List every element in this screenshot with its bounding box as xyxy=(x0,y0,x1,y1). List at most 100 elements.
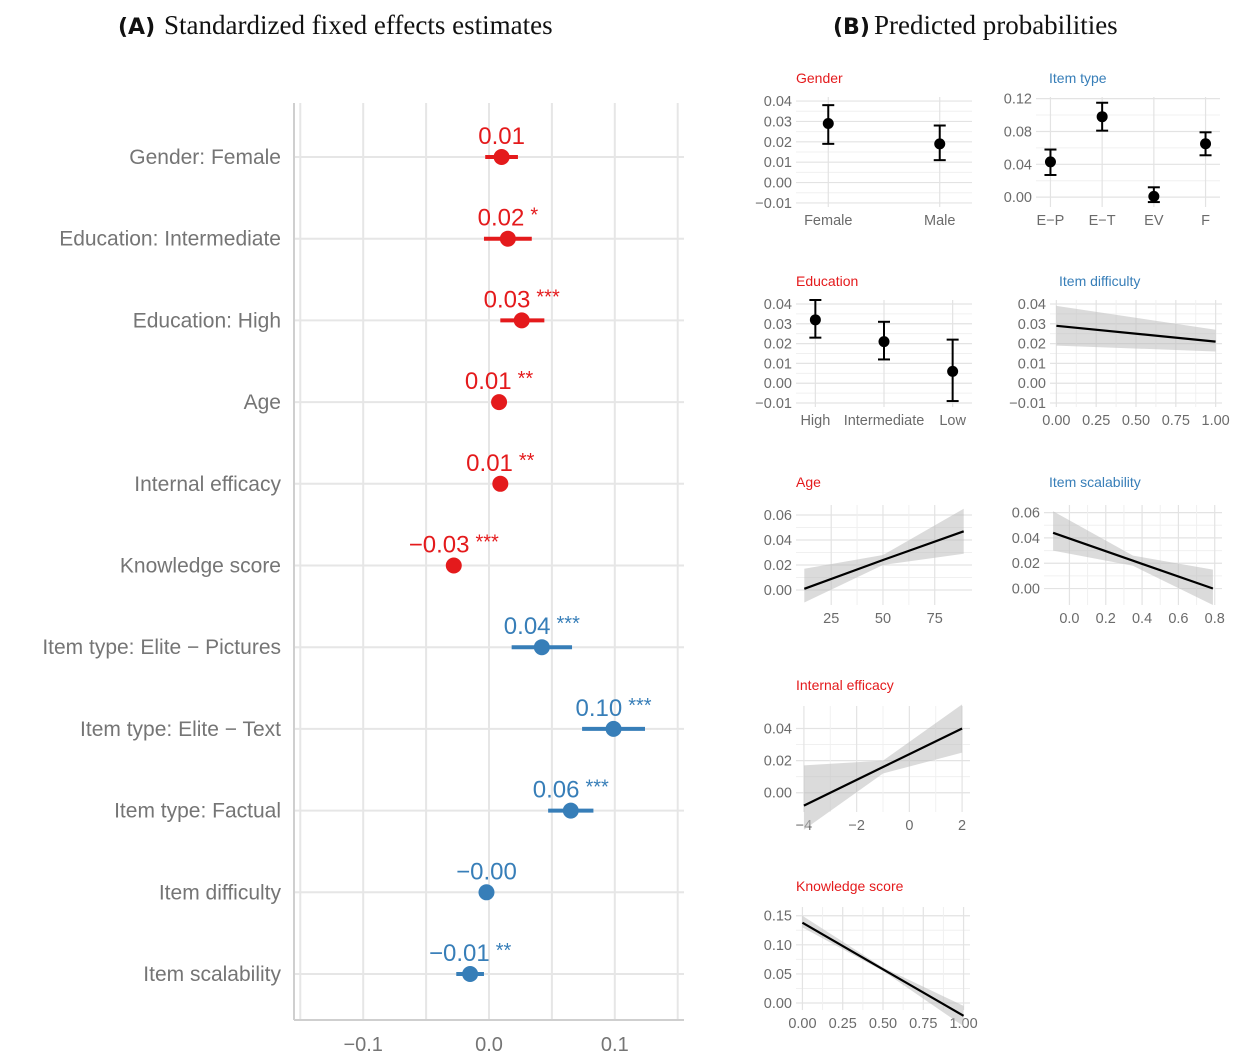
y-tick-label: 0.06 xyxy=(1012,506,1040,522)
y-tick-label: −0.01 xyxy=(755,396,792,412)
y-tick-label: 0.00 xyxy=(764,996,792,1012)
panel-a-title-text: Standardized fixed effects estimates xyxy=(164,10,553,40)
y-tick-label: 0.04 xyxy=(764,533,792,549)
estimate-value: 0.03 xyxy=(484,286,531,313)
predicted-point xyxy=(1044,156,1056,168)
x-tick-label: 0.00 xyxy=(788,1016,816,1032)
significance-stars: *** xyxy=(585,777,609,799)
fitted-line xyxy=(1056,324,1216,343)
x-tick-label: 0.4 xyxy=(1132,611,1152,627)
x-tick-label: Intermediate xyxy=(844,413,925,429)
y-tick-label: 0.15 xyxy=(764,909,792,925)
predicted-point xyxy=(934,138,946,150)
significance-stars: *** xyxy=(628,695,652,717)
y-tick-label: 0.02 xyxy=(1018,337,1046,353)
y-tick-label: 0.06 xyxy=(764,508,792,524)
x-tick-label: E−P xyxy=(1037,213,1065,229)
estimate-value: 0.10 xyxy=(576,695,623,722)
significance-stars: *** xyxy=(475,532,499,554)
x-tick-label: 0.25 xyxy=(829,1016,857,1032)
row-label: Internal efficacy xyxy=(134,473,281,496)
y-tick-label: 0.00 xyxy=(764,583,792,599)
x-tick-label: 0.75 xyxy=(909,1016,937,1032)
estimate-value: 0.01 xyxy=(465,368,512,395)
y-tick-label: 0.01 xyxy=(1018,356,1046,372)
estimate-label: 0.02 * xyxy=(478,205,539,232)
y-tick-label: 0.04 xyxy=(764,721,792,737)
subplot-title: Internal efficacy xyxy=(796,677,894,693)
subplot-title: Age xyxy=(796,474,821,490)
panel-a-letter: (A) xyxy=(118,15,155,40)
x-tick-label: 0.00 xyxy=(1042,413,1070,429)
x-tick-label: 0 xyxy=(905,818,913,834)
y-tick-label: 0.02 xyxy=(764,135,792,151)
significance-stars: *** xyxy=(536,286,560,308)
estimate-point xyxy=(492,475,509,492)
estimate-label: −0.00 xyxy=(456,858,517,885)
subplot-title: Gender xyxy=(796,70,843,86)
significance-stars: *** xyxy=(557,613,581,635)
row-label: Education: Intermediate xyxy=(59,228,281,251)
row-label: Item type: Factual xyxy=(114,800,281,823)
estimate-point xyxy=(445,557,462,574)
y-tick-label: 0.10 xyxy=(764,938,792,954)
estimate-point xyxy=(562,802,579,819)
significance-stars: ** xyxy=(519,450,535,472)
fitted-line xyxy=(1052,531,1214,590)
subplot-knowledge: Knowledge score 0.00 0.05 0.10 0.15 0.00 0.25 0… xyxy=(764,878,978,1032)
subplot-education: Education −0.01 0.00 0.01 0.02 0.03 0.04 High In… xyxy=(755,273,972,429)
subplot-gender: Gender −0.01 0.00 0.01 0.02 0.03 0.04 Female Mal… xyxy=(755,70,972,229)
panel-a-title: (A) Standardized fixed effects estimates xyxy=(118,10,553,40)
estimate-value: 0.06 xyxy=(533,777,580,804)
y-tick-label: 0.12 xyxy=(1004,92,1032,108)
subplot-title: Item difficulty xyxy=(1059,273,1140,289)
significance-stars: * xyxy=(530,205,538,227)
row-label: Item difficulty xyxy=(159,881,282,904)
confidence-band xyxy=(1056,305,1216,352)
row-label: Gender: Female xyxy=(129,146,281,169)
y-tick-label: 0.02 xyxy=(1012,556,1040,572)
fitted-line xyxy=(801,921,965,1017)
y-tick-label: 0.03 xyxy=(1018,317,1046,333)
x-tick-label: −2 xyxy=(848,818,865,834)
y-tick-label: 0.00 xyxy=(1004,190,1032,206)
x-tick-label: 0.50 xyxy=(1122,413,1150,429)
subplot-difficulty: Item difficulty−0.010.000.010.020.030.04… xyxy=(1009,273,1229,429)
estimate-point xyxy=(499,230,516,247)
y-tick-label: 0.03 xyxy=(764,114,792,130)
x-tick-label: 0.6 xyxy=(1168,611,1188,627)
y-tick-label: 0.00 xyxy=(1018,376,1046,392)
x-tick-label: 25 xyxy=(823,611,839,627)
estimate-label: −0.03 *** xyxy=(409,532,499,559)
y-tick-label: 0.05 xyxy=(764,967,792,983)
fitted-line xyxy=(803,727,963,807)
estimate-label: 0.01 ** xyxy=(466,450,535,477)
row-label: Education: High xyxy=(133,309,281,332)
x-tick-label: E−T xyxy=(1089,213,1116,229)
x-tick-label: −0.1 xyxy=(343,1034,382,1053)
x-tick-label: EV xyxy=(1144,213,1164,229)
estimate-value: −0.03 xyxy=(409,532,470,559)
row-label: Item type: Elite − Pictures xyxy=(42,636,281,659)
y-tick-label: 0.01 xyxy=(764,155,792,171)
subplot-title: Item type xyxy=(1049,70,1107,86)
y-tick-label: 0.02 xyxy=(764,754,792,770)
x-tick-label: Female xyxy=(804,213,852,229)
x-tick-label: 0.0 xyxy=(475,1034,503,1053)
predicted-point xyxy=(822,117,834,129)
estimate-label: 0.04 *** xyxy=(504,613,580,640)
y-tick-label: 0.08 xyxy=(1004,124,1032,140)
y-tick-label: −0.01 xyxy=(1009,396,1046,412)
estimate-value: 0.01 xyxy=(466,450,513,477)
y-tick-label: 0.03 xyxy=(764,317,792,333)
y-tick-label: 0.02 xyxy=(764,337,792,353)
subplot-itemtype: Item type 0.00 0.04 0.08 0.12 E−P E−T EV F xyxy=(1004,70,1220,229)
x-tick-label: 0.0 xyxy=(1059,611,1079,627)
y-tick-label: 0.04 xyxy=(1018,297,1046,313)
estimate-label: −0.01 ** xyxy=(429,940,512,967)
x-tick-label: 0.75 xyxy=(1162,413,1190,429)
estimate-label: 0.01 ** xyxy=(465,368,534,395)
x-tick-label: Low xyxy=(939,413,966,429)
